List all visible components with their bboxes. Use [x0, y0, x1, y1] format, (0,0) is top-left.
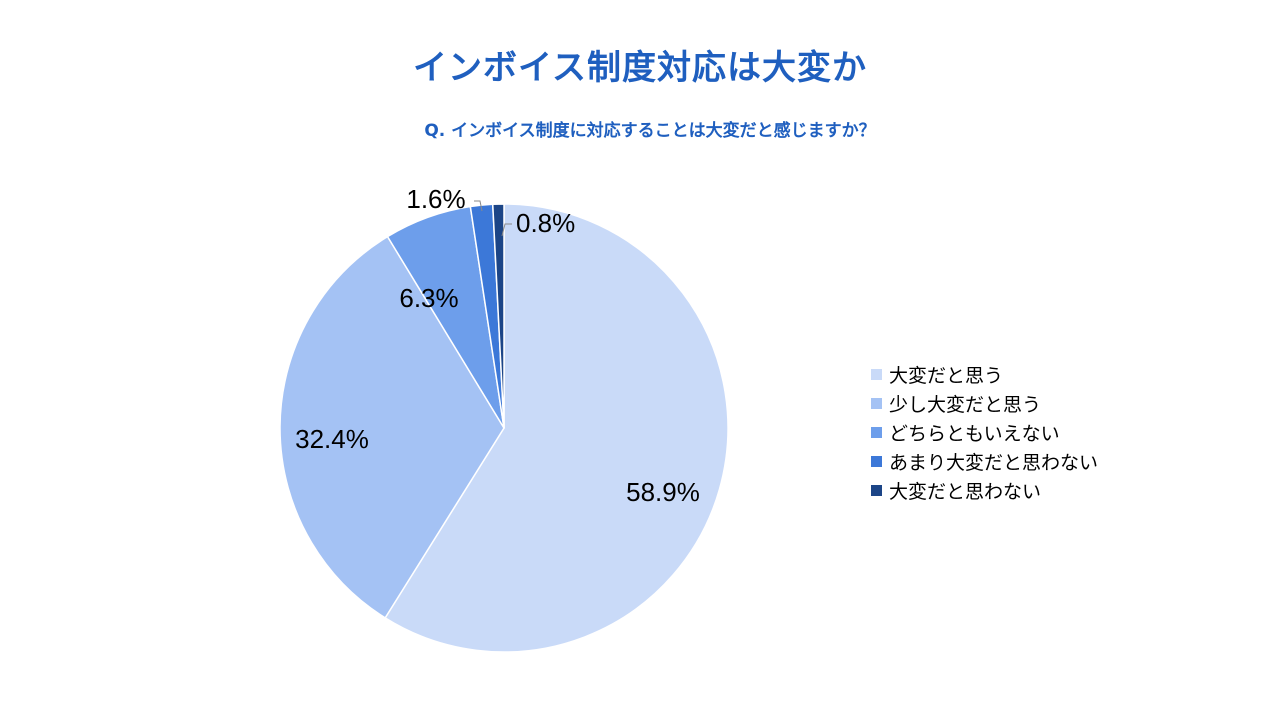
legend: 大変だと思う少し大変だと思う どちらともいえないあまり大変だと思わない 大変だと思わ… — [871, 360, 1251, 505]
leader-line-4 — [474, 200, 483, 212]
data-label-1: 58.9% — [626, 477, 700, 507]
chart-title: インボイス制度対応は大変か — [413, 48, 867, 88]
leader-lines — [474, 200, 512, 237]
data-label-2: 32.4% — [295, 424, 369, 454]
legend-label: 大変だと思わない — [889, 481, 1042, 503]
pie-slices — [279, 203, 729, 653]
legend-label: あまり大変だと思わない — [889, 452, 1099, 474]
legend-item-4: あまり大変だと思わない — [871, 447, 1251, 476]
legend-label: どちらともいえない — [889, 423, 1060, 445]
chart-subtitle: Q. インボイス制度に対応することは大変だと感じますか？ — [424, 121, 876, 141]
legend-item-1: 大変だと思う — [871, 360, 1251, 389]
leader-line-5 — [501, 223, 512, 237]
legend-label: 少し大変だと思う — [889, 394, 1042, 416]
legend-item-3: どちらともいえない — [871, 418, 1251, 447]
legend-swatch — [871, 485, 882, 496]
pie-slice-2 — [279, 235, 505, 619]
legend-swatch — [871, 427, 882, 438]
data-label-5: 0.8% — [516, 208, 575, 238]
data-labels: 58.9% 32.4% 6.3% 1.6% 0.8% — [295, 184, 700, 507]
legend-swatch — [871, 369, 882, 380]
legend-item-5: 大変だと思わない — [871, 476, 1251, 505]
legend-label: 大変だと思う — [889, 365, 1004, 387]
pie-slice-5 — [492, 203, 505, 429]
legend-swatch — [871, 456, 882, 467]
pie-slice-1 — [384, 203, 729, 653]
legend-swatch — [871, 398, 882, 409]
data-label-3: 6.3% — [399, 283, 458, 313]
legend-item-2: 少し大変だと思う — [871, 389, 1251, 418]
data-label-4: 1.6% — [406, 184, 465, 214]
